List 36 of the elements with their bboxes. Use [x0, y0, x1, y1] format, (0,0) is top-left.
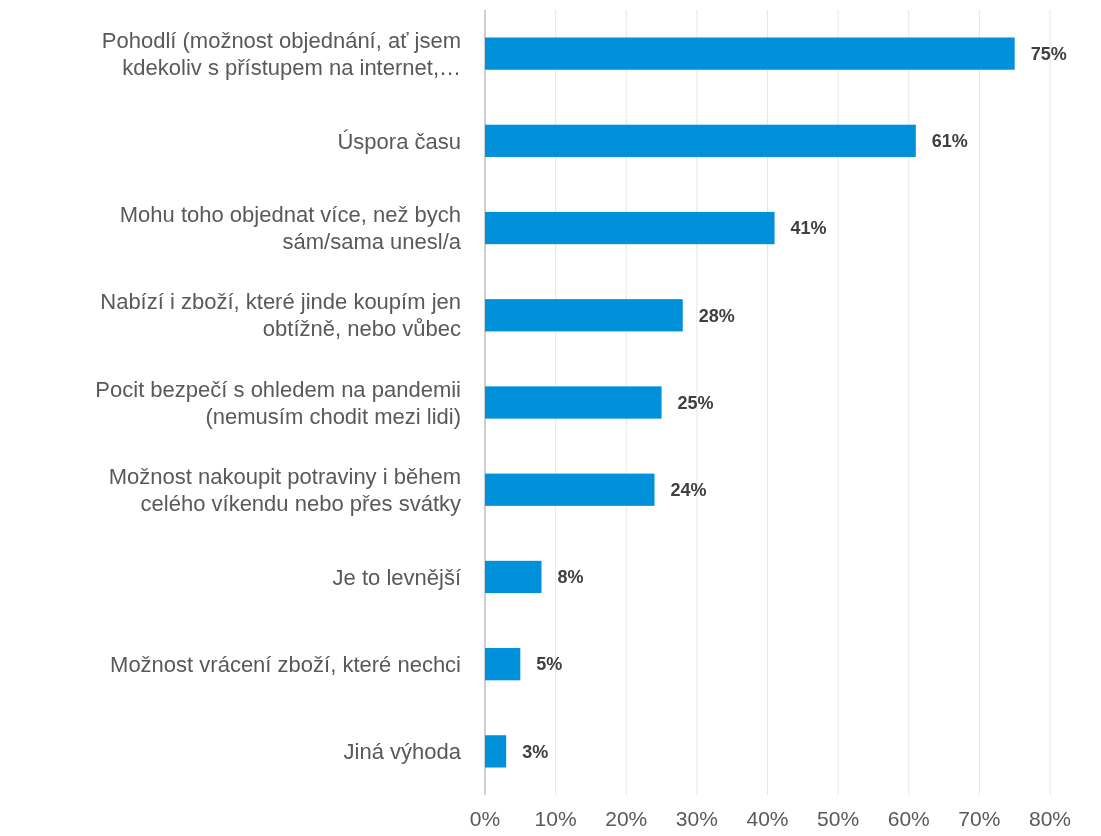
bar [485, 735, 507, 768]
data-label: 5% [536, 654, 563, 675]
y-tick-label: Mohu toho objednat více, než bych sám/sama unesl/a [119, 202, 462, 255]
y-tick-label: Jiná výhoda [343, 739, 462, 765]
data-label: 25% [677, 392, 714, 413]
x-tick-label: 30% [675, 807, 718, 830]
y-tick-label: Nabízí i zboží, které jinde koupím jen obtížně, nebo vůbec [100, 289, 461, 342]
y-tick-label: Je to levnější [332, 564, 461, 590]
data-label: 41% [790, 218, 827, 239]
data-label: 24% [670, 480, 707, 501]
x-tick-label: 60% [887, 807, 930, 830]
x-tick-label: 80% [1028, 807, 1072, 830]
data-label: 8% [557, 567, 584, 588]
bar [485, 37, 1015, 70]
x-tick-label: 40% [746, 807, 789, 830]
x-tick-label: 50% [817, 807, 860, 830]
bar [485, 211, 775, 245]
bar [485, 560, 542, 594]
data-label: 28% [698, 305, 735, 326]
y-tick-label: Možnost nakoupit potraviny i během celého víkendu nebo přes svátky [108, 463, 461, 516]
bar [485, 124, 916, 157]
data-label: 3% [522, 741, 549, 762]
x-tick-label: 0% [469, 807, 501, 830]
data-label: 75% [1030, 43, 1067, 64]
bar [485, 386, 662, 419]
x-tick-label: 70% [958, 807, 1001, 830]
y-tick-label: Pohodlí (možnost objednání, ať jsem kdekoliv s přístupem na internet,… [101, 27, 461, 80]
bar [485, 473, 655, 506]
x-tick-label: 10% [534, 807, 577, 830]
bar [485, 299, 683, 332]
data-label: 61% [931, 131, 968, 152]
y-tick-label: Pocit bezpečí s ohledem na pandemii (nemusím chodit mezi lidi) [95, 376, 461, 429]
bar [485, 648, 521, 681]
x-tick-label: 20% [605, 807, 648, 830]
y-tick-label: Úspora času [337, 128, 461, 154]
y-tick-label: Možnost vrácení zboží, které nechci [110, 651, 461, 677]
